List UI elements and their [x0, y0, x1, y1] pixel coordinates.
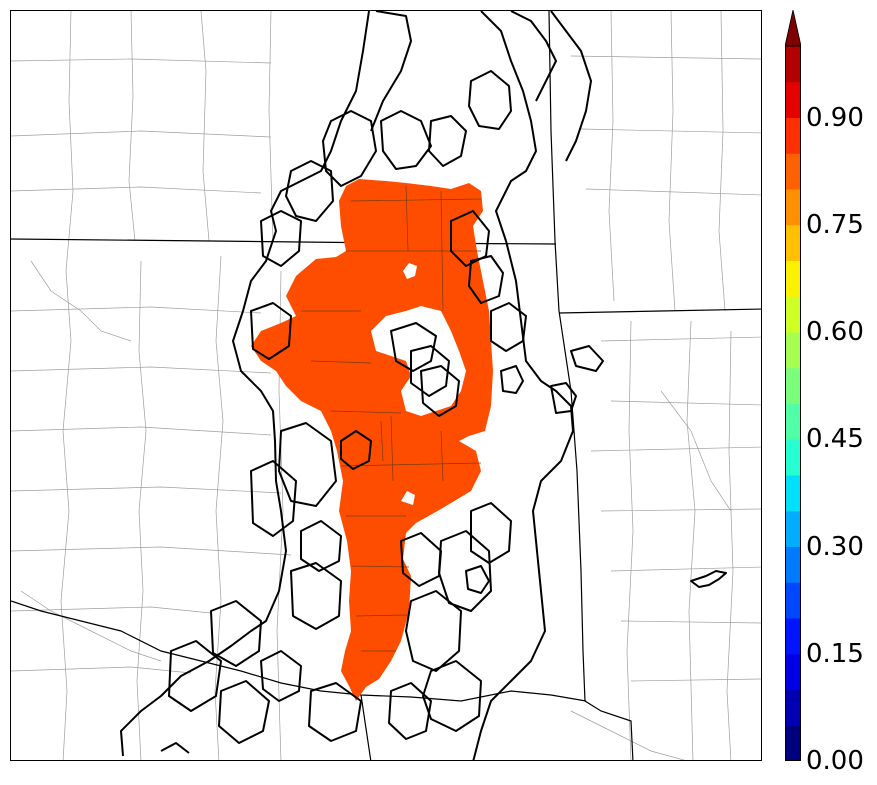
- colorbar-segment: [785, 153, 801, 190]
- county-boundaries-over-fill: [301, 185, 482, 652]
- colorbar-segment: [785, 296, 801, 333]
- colorbar-segment: [785, 367, 801, 404]
- colorbar-segment: [785, 439, 801, 476]
- colorbar-tick-label: 0.60: [806, 317, 864, 347]
- colorbar-segment: [785, 81, 801, 118]
- colorbar-segment: [785, 725, 801, 761]
- colorbar-segment: [785, 403, 801, 440]
- county-boundaries: [11, 11, 761, 760]
- colorbar-segment: [785, 117, 801, 154]
- colorbar-segment: [785, 332, 801, 369]
- colorbar-segment: [785, 260, 801, 297]
- colorbar-segment: [785, 189, 801, 226]
- colorbar-segment: [785, 475, 801, 512]
- colorbar-tick-label: 0.75: [806, 209, 864, 240]
- colorbar-tick-label: 0.15: [806, 638, 864, 669]
- colorbar-segment: [785, 618, 801, 655]
- colorbar-extend-arrow: [785, 10, 801, 47]
- colorbar: [785, 10, 801, 761]
- colorbar-tick-label: 0.00: [806, 746, 864, 776]
- colorbar-segment: [785, 689, 801, 726]
- colorbar-border: [785, 45, 801, 761]
- colorbar-segment: [785, 510, 801, 547]
- map-canvas: [11, 11, 761, 760]
- ensemble-contours: [120, 11, 727, 760]
- colorbar-segment: [785, 46, 801, 83]
- map-panel: [10, 10, 762, 761]
- colorbar-segment: [785, 224, 801, 261]
- colorbar-tick-label: 0.30: [806, 531, 864, 562]
- colorbar-segment: [785, 653, 801, 690]
- colorbar-tick-label: 0.90: [806, 102, 864, 133]
- colorbar-segment: [785, 582, 801, 619]
- colorbar-tick-label: 0.45: [806, 424, 864, 455]
- colorbar-segment: [785, 546, 801, 583]
- probability-fill-region: [251, 179, 493, 701]
